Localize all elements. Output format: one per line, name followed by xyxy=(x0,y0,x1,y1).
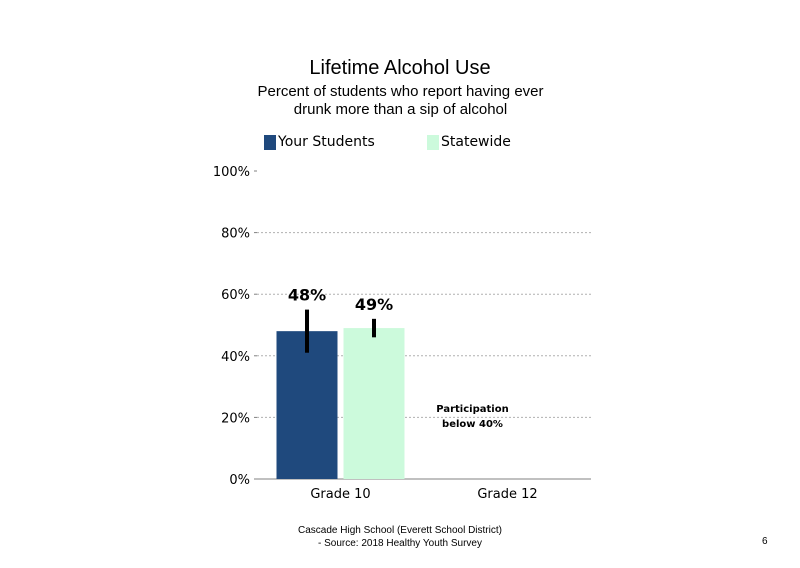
y-tick-label: 100% xyxy=(213,165,250,180)
legend-your-students: Your Students xyxy=(264,133,375,151)
legend-swatch-statewide xyxy=(427,134,439,150)
bar xyxy=(276,331,338,479)
participation-note: Participation below 40% xyxy=(436,404,509,430)
legend-swatch-your-students xyxy=(264,134,276,150)
footer-school: Cascade High School (Everett School Dist… xyxy=(298,525,502,536)
footer: Cascade High School (Everett School Dist… xyxy=(235,524,565,550)
chart-subtitle: Percent of students who report having ev… xyxy=(257,83,544,118)
data-label: 48% xyxy=(288,286,326,305)
legend-label-your-students: Your Students xyxy=(278,134,375,150)
legend-statewide: Statewide xyxy=(427,133,511,151)
x-tick-label: Grade 12 xyxy=(477,487,537,502)
y-tick-label: 0% xyxy=(229,473,250,488)
x-tick-label: Grade 10 xyxy=(310,487,370,502)
y-tick-label: 20% xyxy=(221,411,250,426)
y-tick-label: 80% xyxy=(221,227,250,242)
footer-source: - Source: 2018 Healthy Youth Survey xyxy=(318,538,482,549)
legend-label-statewide: Statewide xyxy=(441,134,511,150)
y-tick-label: 60% xyxy=(221,288,250,303)
page-number: 6 xyxy=(762,536,768,547)
data-label: 49% xyxy=(355,295,393,314)
y-tick-label: 40% xyxy=(221,350,250,365)
bar xyxy=(343,328,405,479)
chart-title: Lifetime Alcohol Use xyxy=(309,57,491,79)
